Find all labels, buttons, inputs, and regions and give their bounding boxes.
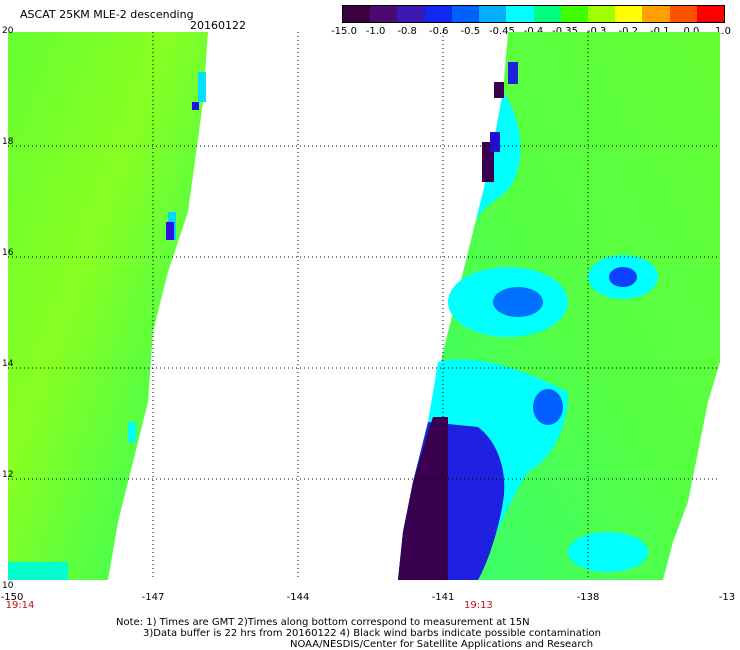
swath-map [8, 32, 720, 580]
colorbar-swatch [370, 6, 398, 22]
colorbar-label: -15.0 [331, 26, 357, 37]
y-tick-label: 16 [2, 248, 14, 258]
colorbar-label: -0.6 [428, 26, 449, 37]
map-date: 20160122 [190, 19, 246, 32]
x-tick-label: -13 [718, 592, 736, 603]
map-title: ASCAT 25KM MLE-2 descending [20, 8, 194, 21]
time-label: 19:14 [5, 600, 35, 611]
graticule [8, 32, 720, 580]
colorbar-label: -0.35 [552, 26, 579, 37]
colorbar-label: 1.0 [715, 26, 731, 37]
time-label: 19:13 [463, 600, 493, 611]
y-tick-label: 10 [2, 581, 14, 591]
colorbar-label: -0.5 [460, 26, 481, 37]
colorbar-swatch [479, 6, 507, 22]
colorbar-label: -0.1 [650, 26, 670, 37]
colorbar-swatch [587, 6, 616, 22]
note-line-2: 3)Data buffer is 22 hrs from 20160122 4)… [143, 628, 601, 639]
x-tick-label: -138 [576, 592, 600, 603]
colorbar-label: -1.0 [365, 26, 386, 37]
x-tick-label: -144 [286, 592, 310, 603]
colorbar-swatch [669, 6, 697, 22]
y-tick-label: 20 [2, 26, 14, 36]
colorbar-label: -0.8 [397, 26, 417, 37]
colorbar-label: -0.45 [488, 26, 515, 37]
note-line-1: Note: 1) Times are GMT 2)Times along bot… [116, 617, 530, 628]
x-tick-label: -141 [431, 592, 455, 603]
x-tick-label: -150 [0, 592, 24, 603]
y-tick-label: 18 [2, 137, 14, 147]
colorbar-swatch [642, 6, 670, 22]
colorbar-label: -0.4 [523, 26, 544, 37]
y-tick-label: 12 [2, 470, 14, 480]
colorbar-swatch [615, 6, 643, 22]
colorbar [342, 5, 725, 23]
colorbar-label: -0.3 [586, 26, 607, 37]
colorbar-label: -0.2 [618, 26, 639, 37]
colorbar-swatch [397, 6, 425, 22]
note-line-3: NOAA/NESDIS/Center for Satellite Applica… [290, 639, 594, 650]
colorbar-swatch [424, 6, 452, 22]
colorbar-label: 0.0 [683, 26, 700, 37]
y-tick-label: 14 [2, 359, 14, 369]
colorbar-swatch [451, 6, 480, 22]
colorbar-swatch [506, 6, 534, 22]
colorbar-swatch [696, 6, 725, 22]
colorbar-swatch [343, 6, 371, 22]
left-swath [8, 32, 208, 580]
colorbar-swatch [533, 6, 561, 22]
colorbar-swatch [560, 6, 588, 22]
x-tick-label: -147 [141, 592, 165, 603]
